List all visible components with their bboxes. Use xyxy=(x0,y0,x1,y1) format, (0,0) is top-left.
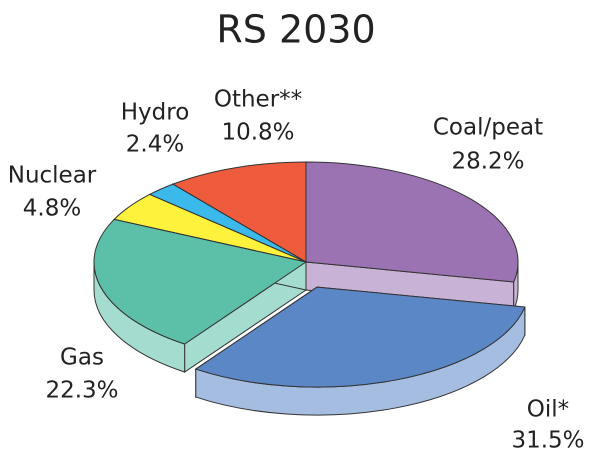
slice xyxy=(305,161,519,283)
slice xyxy=(171,161,307,263)
slice xyxy=(194,286,526,388)
chart-title: RS 2030 xyxy=(216,8,375,52)
value-label: 4.8% xyxy=(23,196,81,222)
slice-label: Hydro xyxy=(121,100,190,126)
slice-label: Coal/peat xyxy=(433,115,543,141)
value-label: 2.4% xyxy=(126,132,184,158)
value-label: 22.3% xyxy=(45,378,118,404)
slice-label: Nuclear xyxy=(8,163,97,189)
value-label: 10.8% xyxy=(221,120,294,146)
slice-label: Oil* xyxy=(527,397,569,423)
slice-label: Other** xyxy=(214,87,302,113)
value-label: 28.2% xyxy=(451,149,524,175)
slice xyxy=(93,218,308,345)
value-label: 31.5% xyxy=(511,428,584,454)
slice-label: Gas xyxy=(60,345,104,371)
